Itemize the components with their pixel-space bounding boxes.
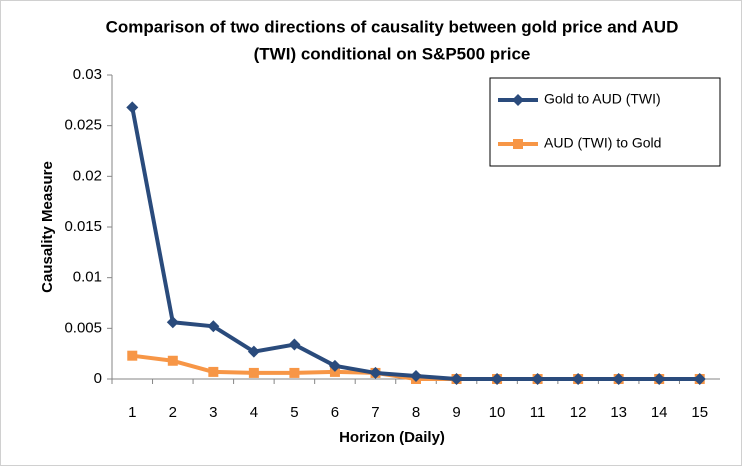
- x-tick-label: 2: [169, 404, 177, 421]
- x-tick-label: 15: [691, 404, 708, 421]
- marker: [248, 367, 259, 378]
- marker: [512, 94, 524, 106]
- marker: [450, 373, 463, 385]
- y-axis-title: Causality Measure: [39, 161, 56, 293]
- marker: [329, 366, 340, 377]
- x-tick-label: 11: [530, 404, 546, 421]
- marker: [693, 373, 706, 385]
- legend-box: [489, 77, 721, 167]
- chart-title: (TWI) conditional on S&P500 price: [254, 44, 531, 63]
- marker: [289, 367, 300, 378]
- marker: [126, 101, 139, 114]
- marker: [531, 373, 544, 385]
- x-tick-label: 1: [128, 404, 136, 421]
- marker: [410, 369, 422, 382]
- marker: [328, 359, 341, 372]
- y-tick-label: 0.025: [64, 117, 102, 134]
- marker: [288, 338, 301, 351]
- x-tick-label: 12: [570, 404, 587, 421]
- marker: [207, 320, 220, 333]
- legend: Gold to AUD (TWI) AUD (TWI) to Gold: [489, 77, 721, 167]
- x-tick-label: 13: [610, 404, 627, 421]
- marker: [513, 139, 523, 149]
- x-tick-label: 6: [331, 404, 339, 421]
- x-tick-label: 7: [371, 404, 379, 421]
- chart-title: Comparison of two directions of causalit…: [106, 17, 679, 36]
- x-tick-label: 9: [452, 404, 460, 421]
- x-tick-label: 14: [651, 404, 668, 421]
- marker: [247, 345, 260, 358]
- y-tick-label: 0: [94, 370, 102, 387]
- x-tick-label: 10: [489, 404, 506, 421]
- x-axis-title: Horizon (Daily): [339, 429, 445, 446]
- x-tick-label: 3: [209, 404, 217, 421]
- marker: [127, 350, 138, 361]
- series: [126, 101, 706, 385]
- y-tick-label: 0.03: [73, 66, 102, 83]
- y-tick-label: 0.005: [64, 319, 102, 336]
- marker: [208, 366, 219, 377]
- y-tick-label: 0.02: [73, 167, 102, 184]
- x-tick-label: 8: [412, 404, 420, 421]
- legend-label: AUD (TWI) to Gold: [544, 135, 661, 151]
- legend-label: Gold to AUD (TWI): [544, 91, 661, 107]
- marker: [491, 373, 504, 385]
- marker: [572, 373, 585, 385]
- x-tick-label: 5: [290, 404, 298, 421]
- y-tick-label: 0.01: [73, 269, 102, 286]
- marker: [653, 373, 666, 385]
- marker: [369, 366, 382, 379]
- y-tick-label: 0.015: [64, 218, 102, 235]
- marker: [166, 316, 179, 329]
- marker: [612, 373, 625, 385]
- marker: [167, 355, 178, 366]
- x-tick-label: 4: [250, 404, 258, 421]
